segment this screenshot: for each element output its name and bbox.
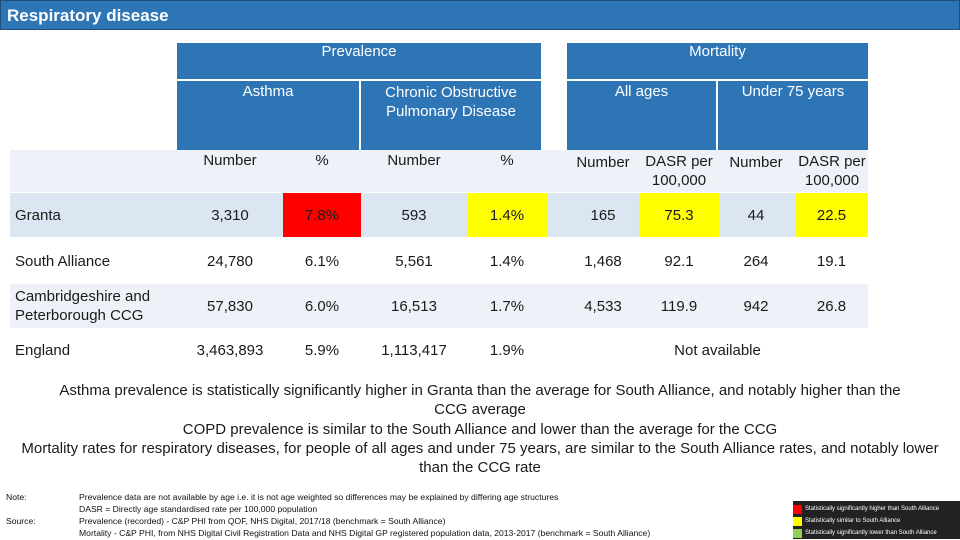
table-row [10, 328, 868, 372]
page-title: Respiratory disease [0, 0, 960, 30]
source-line: Mortality - C&P PHI, from NHS Digital Ci… [79, 528, 651, 538]
source-line: Prevalence (recorded) - C&P PHI from QOF… [79, 516, 446, 526]
ccg-u75-number: 942 [743, 297, 769, 315]
row-label-england: England [15, 341, 71, 359]
summary-copd: COPD prevalence is similar to the South … [182, 420, 778, 438]
col-header-u75-dasr: DASR per 100,000 [798, 153, 866, 189]
divider [567, 79, 868, 81]
under-75-heading: Under 75 years [718, 83, 868, 100]
note-line: Prevalence data are not available by age… [79, 492, 559, 502]
row-label-ccg: Cambridgeshire and Peterborough CCG [15, 288, 151, 324]
legend-item: Statistically significantly higher than … [793, 503, 960, 515]
divider [177, 79, 541, 81]
source-text: Prevalence (recorded) - C&P PHI from QOF… [79, 515, 779, 539]
col-header-u75-number: Number [729, 153, 783, 171]
england-asthma-pct: 5.9% [304, 341, 340, 359]
table-row [10, 193, 868, 237]
legend: Statistically significantly higher than … [793, 501, 960, 539]
row-label-south-alliance: South Alliance [15, 252, 111, 270]
prevalence-heading: Prevalence [177, 43, 541, 61]
england-copd-pct: 1.9% [489, 341, 525, 359]
ccg-copd-number: 16,513 [391, 297, 437, 315]
south-alliance-copd-pct: 1.4% [489, 252, 525, 270]
legend-label: Statistically significantly lower than S… [805, 530, 937, 536]
south-alliance-u75-number: 264 [743, 252, 769, 270]
legend-label: Statistically similar to South Alliance [805, 518, 901, 524]
ccg-all-dasr: 119.9 [660, 297, 698, 315]
summary-asthma: Asthma prevalence is statistically signi… [59, 382, 901, 419]
summary: Asthma prevalence is statistically signi… [0, 381, 960, 477]
divider [359, 81, 361, 150]
summary-mortality: Mortality rates for respiratory diseases… [21, 439, 939, 477]
south-alliance-u75-dasr: 19.1 [816, 252, 847, 270]
granta-asthma-number: 3,310 [211, 206, 249, 224]
col-header-copd-pct: % [500, 151, 514, 169]
legend-swatch-red [793, 504, 802, 514]
legend-swatch-green [793, 528, 802, 538]
england-mortality-not-available: Not available [674, 341, 761, 359]
granta-asthma-pct: 7.8% [304, 206, 340, 224]
col-header-all-number: Number [576, 153, 630, 171]
ccg-asthma-pct: 6.0% [304, 297, 340, 315]
source-label: Source: [6, 516, 36, 526]
divider [716, 81, 718, 150]
england-copd-number: 1,113,417 [381, 341, 447, 359]
granta-copd-pct: 1.4% [489, 206, 525, 224]
south-alliance-asthma-pct: 6.1% [304, 252, 340, 270]
note-label: Note: [6, 492, 27, 502]
table-row [10, 284, 868, 328]
legend-item: Statistically significantly lower than S… [793, 527, 960, 539]
note-text: Prevalence data are not available by age… [79, 491, 779, 515]
mortality-heading: Mortality [567, 43, 868, 61]
asthma-heading: Asthma [177, 83, 359, 103]
all-ages-heading: All ages [567, 83, 716, 100]
granta-all-dasr: 75.3 [664, 206, 694, 224]
south-alliance-all-number: 1,468 [584, 252, 622, 270]
ccg-asthma-number: 57,830 [207, 297, 253, 315]
column-header-row [10, 150, 868, 192]
south-alliance-copd-number: 5,561 [395, 252, 433, 270]
significance-cell-similar [467, 193, 547, 237]
table-row [10, 238, 868, 284]
granta-copd-number: 593 [401, 206, 427, 224]
legend-item: Statistically similar to South Alliance [793, 515, 960, 527]
legend-label: Statistically significantly higher than … [805, 506, 940, 512]
significance-cell-similar [639, 193, 719, 237]
row-label-granta: Granta [15, 206, 61, 224]
granta-u75-number: 44 [747, 206, 765, 224]
significance-cell-similar [795, 193, 868, 237]
legend-swatch-yellow [793, 516, 802, 526]
granta-all-number: 165 [590, 206, 616, 224]
col-header-asthma-number: Number [203, 151, 257, 169]
copd-heading: Chronic Obstructive Pulmonary Disease [361, 83, 541, 121]
south-alliance-all-dasr: 92.1 [664, 252, 694, 270]
ccg-all-number: 4,533 [584, 297, 622, 315]
granta-u75-dasr: 22.5 [816, 206, 847, 224]
col-header-all-dasr: DASR per 100,000 [645, 153, 713, 189]
ccg-copd-pct: 1.7% [489, 297, 525, 315]
south-alliance-asthma-number: 24,780 [207, 252, 253, 270]
ccg-u75-dasr: 26.8 [816, 297, 847, 315]
note-line: DASR = Directly age standardised rate pe… [79, 504, 318, 514]
col-header-asthma-pct: % [315, 151, 329, 169]
significance-cell-high [283, 193, 361, 237]
col-header-copd-number: Number [387, 151, 441, 169]
england-asthma-number: 3,463,893 [196, 341, 264, 359]
